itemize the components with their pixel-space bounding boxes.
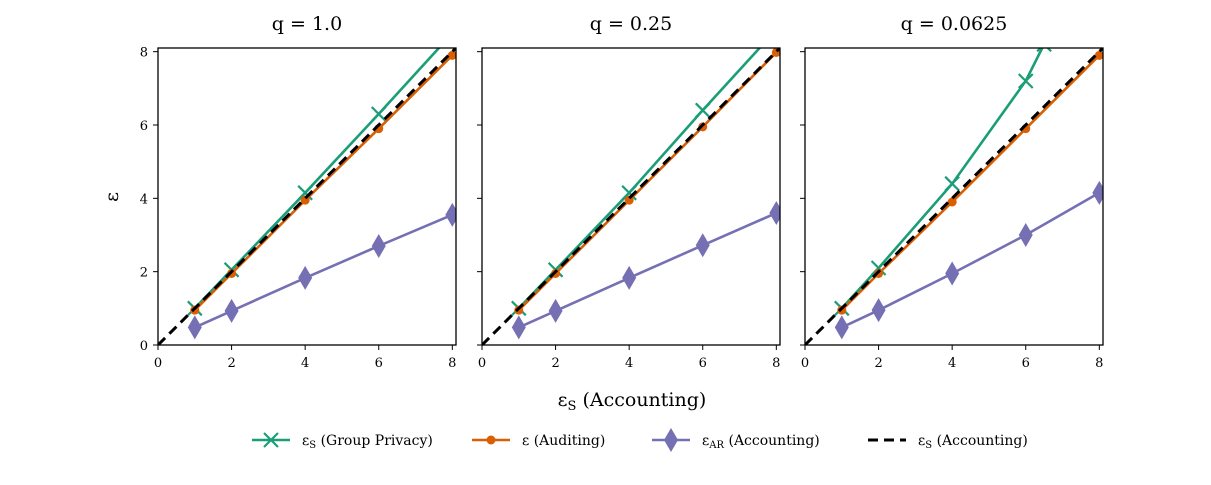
x-axis-label-symbol: ε: [558, 389, 568, 411]
x-tick-label: 6: [1022, 356, 1030, 371]
x-tick-label: 0: [801, 356, 809, 371]
data-point-diamond: [945, 261, 960, 286]
x-tick-label: 2: [874, 356, 882, 371]
series-group: [805, 48, 1103, 345]
data-point-x: [370, 106, 387, 122]
legend-label-symbol: ε: [522, 433, 529, 449]
legend-label-subscript: AR: [708, 440, 724, 451]
legend-label-symbol: ε: [702, 433, 709, 449]
legend-marker-diamond: [664, 428, 678, 452]
series-line: [840, 48, 1044, 310]
legend-entry: εS (Group Privacy): [252, 432, 433, 451]
legend-label-text: (Accounting): [932, 433, 1028, 449]
data-point-diamond: [769, 201, 780, 225]
panel-3: q = 0.0625 0 2 4 6 8: [800, 13, 1104, 371]
data-point-x: [1017, 73, 1034, 89]
data-point-diamond: [1018, 223, 1033, 247]
series-line: [158, 48, 456, 345]
panel-title: q = 0.0625: [901, 13, 1008, 35]
x-tick-label: 6: [375, 356, 383, 371]
legend-label-symbol: ε: [302, 433, 309, 449]
series-group: [158, 26, 459, 345]
plot-frame: [157, 47, 457, 346]
x-tick-label: 0: [478, 356, 486, 371]
legend-entry: εAR (Accounting): [652, 428, 820, 452]
legend-label: εS (Group Privacy): [302, 433, 433, 451]
x-tick-label: 0: [154, 356, 162, 371]
data-point-circle: [947, 197, 957, 207]
data-point-diamond: [622, 265, 637, 290]
legend-label: εAR (Accounting): [702, 433, 820, 451]
data-point-diamond: [548, 298, 563, 323]
data-point-x: [621, 185, 637, 201]
x-axis-label: εS (Accounting): [558, 389, 707, 414]
x-tick-label: 8: [448, 356, 456, 371]
legend: εS (Group Privacy) ε (Auditing) εAR (Accou…: [252, 428, 1028, 452]
data-point-diamond: [511, 315, 526, 340]
y-axis-label: ε: [101, 192, 123, 202]
data-point-diamond: [224, 298, 239, 323]
legend-label-subscript: S: [925, 440, 932, 451]
panel-title: q = 1.0: [272, 13, 342, 35]
data-point-x: [769, 23, 783, 37]
data-point-diamond: [298, 265, 313, 290]
series-group: [482, 23, 783, 345]
series-line: [805, 48, 1103, 345]
legend-entry: εS (Accounting): [868, 433, 1028, 451]
data-point-circle: [1094, 50, 1103, 60]
y-tick-label: 8: [140, 46, 148, 61]
legend-label-text: (Group Privacy): [316, 433, 433, 449]
legend-label-symbol: ε: [918, 433, 925, 449]
data-point-diamond: [445, 202, 456, 227]
data-point-x: [694, 102, 711, 119]
x-tick-label: 8: [1095, 356, 1103, 371]
legend-label-text: (Auditing): [529, 433, 605, 449]
plot-frame: [804, 47, 1104, 346]
data-point-diamond: [871, 298, 886, 323]
x-tick-label: 6: [699, 356, 707, 371]
data-point-diamond: [834, 315, 849, 340]
legend-marker-circle: [486, 435, 496, 445]
data-point-circle: [447, 50, 456, 60]
data-point-diamond: [187, 315, 202, 340]
x-tick-label: 4: [301, 356, 309, 371]
legend-marker-x: [263, 432, 279, 448]
x-tick-label: 2: [551, 356, 559, 371]
legend-label: ε (Auditing): [522, 433, 605, 449]
plot-frame: [481, 47, 781, 346]
panel-title: q = 0.25: [590, 13, 672, 35]
y-tick-label: 2: [140, 266, 148, 281]
y-tick-label: 4: [140, 192, 148, 207]
x-axis-label-subscript: S: [568, 399, 577, 414]
legend-label: εS (Accounting): [918, 433, 1028, 451]
data-point-diamond: [1092, 180, 1103, 205]
legend-entry: ε (Auditing): [472, 433, 605, 449]
legend-label-text: (Accounting): [724, 433, 820, 449]
data-point-x: [1036, 48, 1052, 53]
data-point-x: [445, 26, 459, 40]
x-tick-label: 4: [625, 356, 633, 371]
data-point-x: [870, 260, 887, 276]
data-point-x: [944, 175, 960, 192]
x-tick-label: 4: [948, 356, 956, 371]
panel-1: q = 1.0 0 2 4 6 8 0 2 4 6 8: [140, 13, 459, 371]
y-tick-label: 6: [140, 119, 148, 134]
panel-2: q = 0.25 0 2 4 6 8: [477, 13, 783, 371]
data-point-diamond: [371, 234, 386, 258]
x-axis-label-text: (Accounting): [576, 389, 706, 411]
series-line: [482, 48, 780, 345]
x-tick-label: 2: [227, 356, 235, 371]
legend-label-subscript: S: [309, 440, 316, 451]
y-tick-label: 0: [140, 339, 148, 354]
x-tick-label: 8: [772, 356, 780, 371]
data-point-diamond: [695, 233, 710, 258]
